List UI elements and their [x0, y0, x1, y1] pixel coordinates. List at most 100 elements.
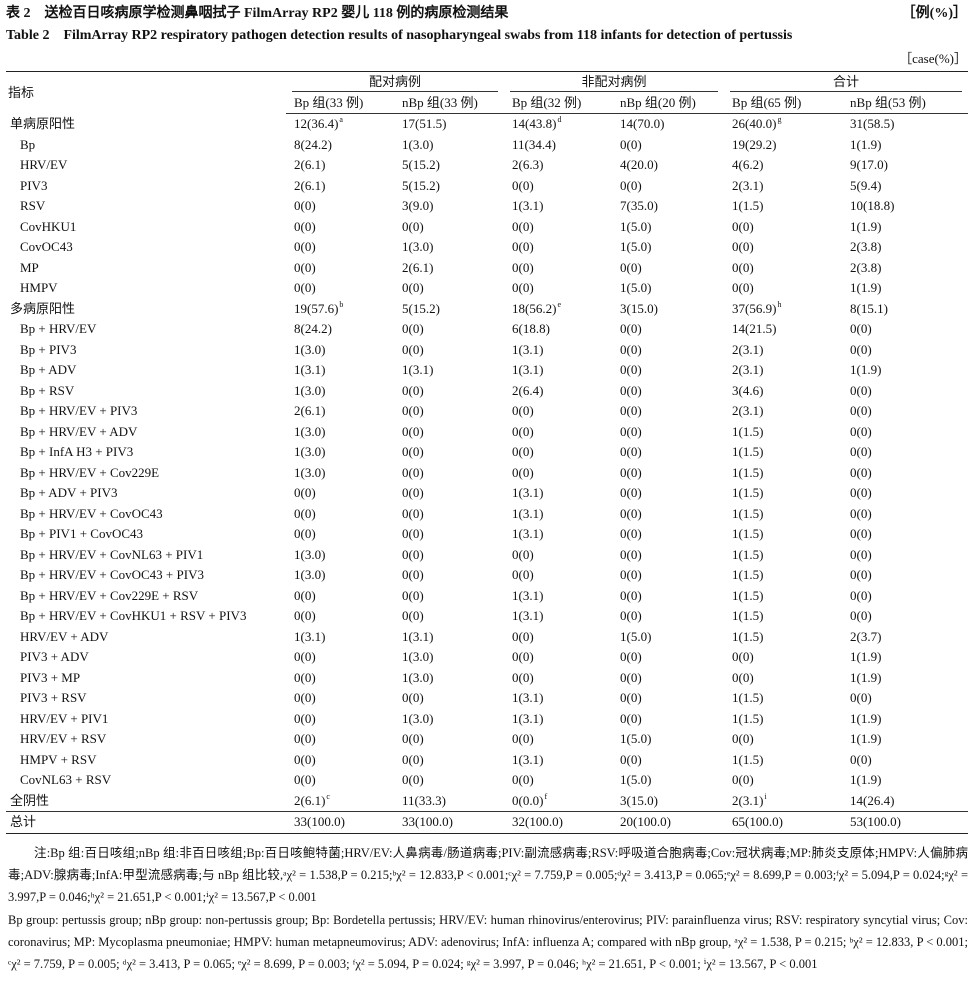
cell: 0(0) [512, 177, 534, 193]
cell: 2(3.1) [732, 177, 764, 193]
header-row: 指标 配对病例 非配对病例 合计 [6, 71, 969, 114]
row-label: HRV/EV + ADV [20, 628, 109, 644]
cell: 0(0) [294, 526, 316, 541]
cell: 0(0) [620, 485, 642, 500]
cell: 1(3.0) [294, 382, 326, 398]
cell: 2(3.1) [732, 362, 764, 377]
group-header: 合计 [724, 71, 969, 93]
cell: 1(3.0) [294, 341, 326, 357]
subheader: Bp 组(33 例) [286, 92, 394, 114]
cell: 5(9.4) [850, 177, 882, 193]
cell: 14(43.8)d [504, 114, 612, 135]
cell: 18(56.2)e [504, 299, 612, 320]
cell: 1(3.1) [402, 362, 434, 377]
cell: 1(5.0) [620, 239, 652, 254]
row-label: Bp + HRV/EV + Cov229E [20, 464, 160, 480]
cell: 0(0) [850, 690, 872, 705]
cell: 1(3.1) [512, 587, 544, 603]
cell: 1(1.5) [732, 628, 764, 644]
cell: 1(1.9) [850, 649, 882, 664]
table-row: Bp + InfA H3 + PIV3 1(3.0) 0(0) 0(0) 0(0) 1(1… [6, 442, 968, 463]
cell: 0(0) [512, 649, 534, 664]
cell: 0(0) [294, 198, 316, 213]
row-label: PIV3 + ADV [20, 649, 89, 664]
cell: 0(0) [850, 751, 872, 767]
cell: 0(0) [512, 403, 534, 418]
row-label: PIV3 + RSV [20, 690, 87, 705]
cell: 1(1.5) [732, 608, 764, 623]
table-row: Bp + HRV/EV + Cov229E + RSV 0(0) 0(0) 1(3.1… [6, 586, 968, 607]
cell-footnote: h [777, 299, 782, 309]
cell: 0(0) [512, 567, 534, 582]
cell: 1(3.1) [512, 526, 544, 541]
cell: 0(0) [294, 259, 316, 275]
row-label: 多病原阳性 [10, 300, 76, 316]
row-label: PIV3 + MP [20, 669, 81, 685]
cell: 1(3.1) [512, 690, 544, 705]
table-row: HRV/EV + PIV1 0(0) 1(3.0) 1(3.1) 0(0) 1(1.5) 1… [6, 709, 968, 730]
unit-en: ［case(%)］ [899, 51, 967, 66]
row-label: Bp + PIV3 [20, 341, 77, 357]
cell: 14(70.0) [620, 116, 665, 131]
cell: 0(0) [512, 669, 534, 685]
subheader: Bp 组(32 例) [504, 92, 613, 114]
cell: 4(20.0) [620, 157, 658, 172]
row-label: CovHKU1 [20, 218, 77, 234]
cell-footnote: d [557, 115, 562, 124]
subheader: Bp 组(65 例) [724, 92, 843, 114]
table-row: PIV3 + MP 0(0) 1(3.0) 0(0) 0(0) 0(0) 1(1.9) [6, 668, 968, 689]
title-en: Table 2 FilmArray RP2 respiratory pathog… [6, 28, 793, 43]
cell: 0(0) [402, 423, 424, 439]
cell-value: 18(56.2) [512, 300, 557, 316]
cell: 5(15.2) [402, 157, 440, 172]
cell: 0(0) [620, 587, 642, 603]
cell: 0(0) [402, 526, 424, 541]
row-label: CovOC43 [20, 239, 73, 254]
cell: 1(3.1) [512, 362, 544, 377]
cell: 0(0) [512, 423, 534, 439]
cell: 1(3.1) [294, 362, 326, 377]
cell: 0(0) [620, 382, 642, 398]
row-label: Bp + RSV [20, 382, 75, 398]
cell: 1(1.9) [850, 362, 882, 377]
table-row: PIV3 + ADV 0(0) 1(3.0) 0(0) 0(0) 0(0) 1(1.9) [6, 647, 968, 668]
row-label: PIV3 [20, 177, 48, 193]
table-row: Bp + HRV/EV + ADV 1(3.0) 0(0) 0(0) 0(0) 1(1.5… [6, 422, 968, 443]
cell: 0(0) [620, 751, 642, 767]
row-label: Bp + ADV + PIV3 [20, 485, 118, 500]
cell: 0(0) [732, 669, 754, 685]
cell: 1(3.0) [402, 669, 434, 685]
cell: 0(0) [512, 239, 534, 254]
cell: 0(0) [402, 690, 424, 705]
cell: 0(0) [402, 567, 424, 582]
cell: 1(1.5) [732, 587, 764, 603]
cell: 2(3.8) [850, 239, 882, 254]
cell: 1(1.5) [732, 423, 764, 439]
cell: 0(0) [620, 423, 642, 439]
cell: 0(0) [620, 546, 642, 562]
table-row: CovOC43 0(0) 1(3.0) 0(0) 1(5.0) 0(0) 2(3.8) [6, 237, 968, 258]
cell: 14(26.4) [850, 792, 895, 808]
cell: 1(3.0) [402, 136, 434, 152]
cell: 0(0) [620, 321, 642, 336]
table-row: Bp + HRV/EV + PIV3 2(6.1) 0(0) 0(0) 0(0) 2(3.… [6, 401, 968, 422]
row-label: 总计 [6, 811, 286, 834]
table-row: Bp + HRV/EV + CovNL63 + PIV1 1(3.0) 0(0) 0(… [6, 545, 968, 566]
cell: 0(0) [512, 772, 534, 787]
row-label: Bp + HRV/EV + CovOC43 + PIV3 [20, 567, 204, 582]
subheader: nBp 组(53 例) [842, 92, 969, 114]
cell: 0(0) [402, 382, 424, 398]
cell: 33(100.0) [286, 811, 394, 834]
result-table: 指标 配对病例 非配对病例 合计 Bp 组(33 例) nBp 组(33 例) Bp 组(3… [6, 71, 969, 834]
cell: 0(0) [294, 731, 316, 746]
row-label: Bp [20, 136, 36, 152]
cell-footnote: i [764, 791, 767, 801]
row-label: Bp + ADV [20, 362, 77, 377]
cell: 1(5.0) [620, 280, 652, 295]
table-row: HRV/EV 2(6.1) 5(15.2) 2(6.3) 4(20.0) 4(6.2) 9(… [6, 155, 968, 176]
cell: 1(1.9) [850, 710, 882, 726]
cell: 0(0) [620, 136, 642, 152]
table-row: Bp + RSV 1(3.0) 0(0) 2(6.4) 0(0) 3(4.6) 0(0) [6, 381, 968, 402]
cell: 0(0) [620, 690, 642, 705]
cell: 0(0) [402, 505, 424, 521]
